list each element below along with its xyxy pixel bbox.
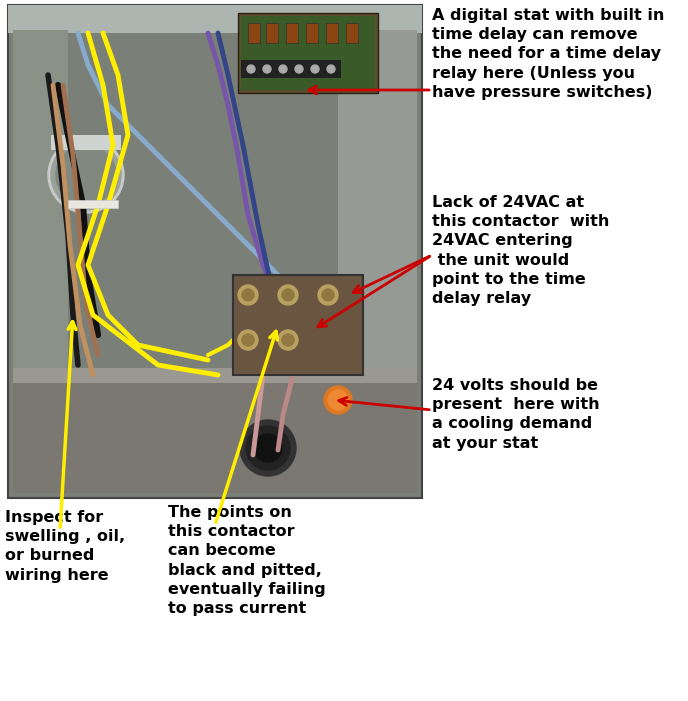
Text: The points on
this contactor
can become
black and pitted,
eventually failing
to : The points on this contactor can become …: [168, 505, 325, 616]
Circle shape: [56, 145, 116, 205]
Circle shape: [318, 285, 338, 305]
Bar: [241, 60, 341, 78]
Bar: [238, 13, 378, 93]
Circle shape: [246, 426, 290, 470]
Circle shape: [324, 386, 352, 414]
Circle shape: [282, 289, 294, 301]
Bar: [13, 368, 417, 383]
Circle shape: [240, 420, 296, 476]
Circle shape: [238, 330, 258, 350]
Bar: [8, 5, 422, 498]
Bar: [248, 23, 260, 43]
Text: 24 volts should be
present  here with
a cooling demand
at your stat: 24 volts should be present here with a c…: [432, 378, 600, 451]
Circle shape: [48, 137, 124, 213]
Circle shape: [263, 65, 271, 73]
Bar: [326, 23, 338, 43]
Circle shape: [238, 285, 258, 305]
Bar: [51, 135, 121, 150]
Bar: [233, 275, 363, 375]
Bar: [8, 5, 422, 33]
Bar: [338, 30, 417, 473]
Circle shape: [51, 140, 121, 210]
Circle shape: [295, 65, 303, 73]
Circle shape: [242, 334, 254, 346]
Bar: [286, 23, 298, 43]
Circle shape: [279, 65, 287, 73]
Circle shape: [242, 289, 254, 301]
Circle shape: [254, 434, 282, 462]
Bar: [306, 23, 318, 43]
Circle shape: [247, 65, 255, 73]
Circle shape: [278, 330, 298, 350]
Bar: [346, 23, 358, 43]
Circle shape: [311, 65, 319, 73]
Text: Lack of 24VAC at
this contactor  with
24VAC entering
 the unit would
point to th: Lack of 24VAC at this contactor with 24V…: [432, 195, 610, 306]
Bar: [241, 16, 375, 90]
Circle shape: [278, 285, 298, 305]
Text: A digital stat with built in
time delay can remove
the need for a time delay
rel: A digital stat with built in time delay …: [432, 8, 665, 100]
Bar: [13, 30, 68, 493]
Circle shape: [328, 390, 348, 410]
Circle shape: [327, 65, 335, 73]
Circle shape: [282, 334, 294, 346]
Bar: [68, 200, 118, 208]
Circle shape: [322, 289, 334, 301]
Text: Inspect for
swelling , oil,
or burned
wiring here: Inspect for swelling , oil, or burned wi…: [5, 510, 125, 583]
Bar: [13, 383, 417, 493]
Bar: [266, 23, 278, 43]
